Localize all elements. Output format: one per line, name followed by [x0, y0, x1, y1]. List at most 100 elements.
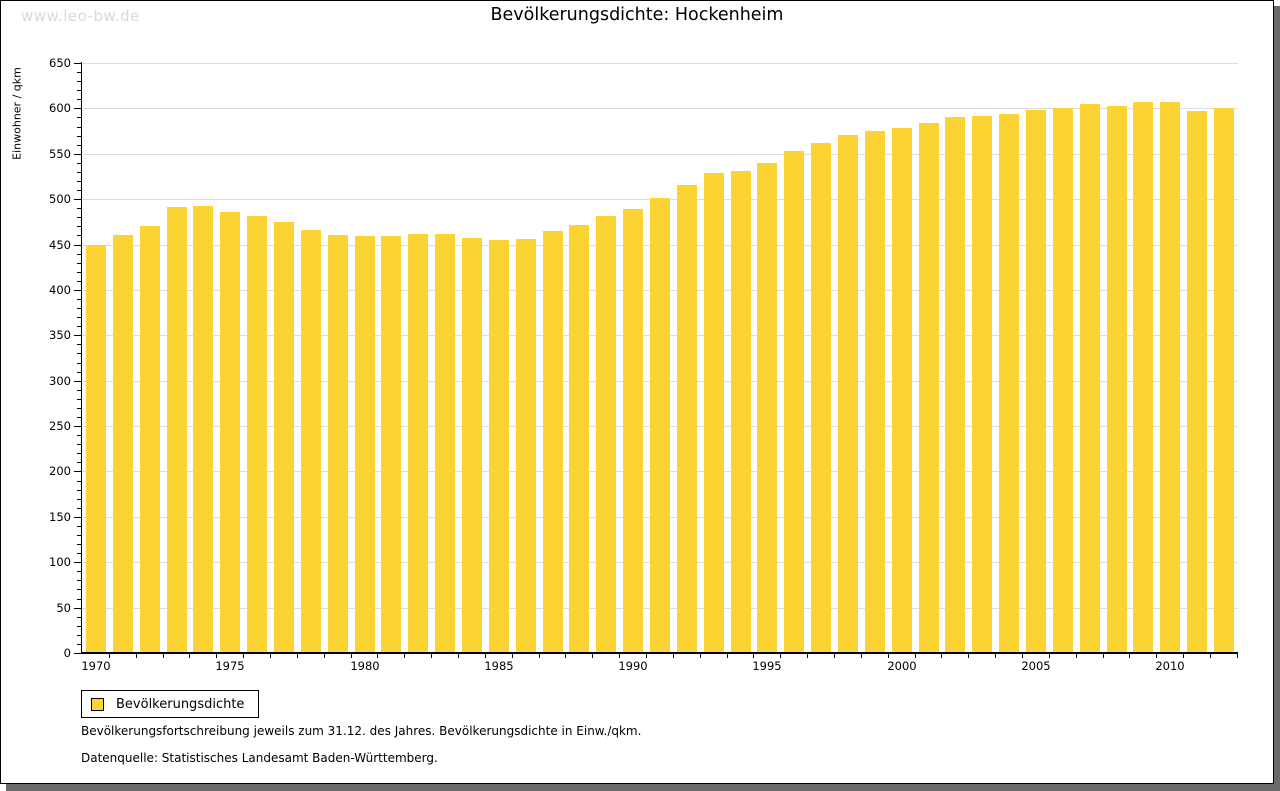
y-axis-title: Einwohner / qkm — [10, 67, 24, 160]
bar — [731, 171, 751, 652]
bar — [167, 207, 187, 652]
x-tick — [780, 654, 781, 658]
grid-line — [82, 63, 1238, 64]
y-tick — [74, 199, 81, 200]
chart-title: Bevölkerungsdichte: Hockenheim — [490, 5, 784, 25]
x-tick — [216, 654, 217, 658]
x-tick — [753, 654, 754, 658]
y-tick — [77, 535, 81, 536]
bar — [677, 185, 697, 652]
bar — [193, 206, 213, 652]
x-tick — [727, 654, 728, 658]
x-tick-label: 2010 — [1155, 659, 1185, 673]
bar — [543, 231, 563, 652]
y-tick-label: 350 — [49, 328, 71, 342]
y-tick — [77, 208, 81, 209]
bar — [1026, 110, 1046, 652]
bar — [462, 238, 482, 652]
x-tick — [512, 654, 513, 658]
x-tick — [1183, 654, 1184, 658]
bar — [247, 216, 267, 652]
y-tick — [77, 317, 81, 318]
bar — [757, 163, 777, 652]
y-tick — [74, 517, 81, 518]
x-tick — [270, 654, 271, 658]
y-tick — [77, 453, 81, 454]
y-tick-label: 400 — [49, 283, 71, 297]
bar — [1160, 102, 1180, 652]
y-tick-label: 650 — [49, 56, 71, 70]
x-tick-label: 1995 — [752, 659, 782, 673]
x-tick — [324, 654, 325, 658]
y-tick-label: 0 — [63, 646, 71, 660]
x-tick — [404, 654, 405, 658]
x-tick — [565, 654, 566, 658]
y-tick-label: 450 — [49, 238, 71, 252]
y-tick — [77, 235, 81, 236]
y-tick — [77, 481, 81, 482]
y-tick — [74, 63, 81, 64]
bar — [1187, 111, 1207, 652]
y-tick — [74, 608, 81, 609]
y-tick — [77, 417, 81, 418]
bar — [945, 117, 965, 652]
y-tick — [74, 653, 81, 654]
bar — [1080, 104, 1100, 652]
x-tick-label: 1975 — [215, 659, 245, 673]
x-tick — [592, 654, 593, 658]
x-tick-label: 1985 — [484, 659, 514, 673]
y-tick — [77, 163, 81, 164]
y-tick — [74, 562, 81, 563]
y-tick — [77, 571, 81, 572]
x-tick — [1210, 654, 1211, 658]
x-tick — [539, 654, 540, 658]
bar — [784, 151, 804, 652]
x-tick — [377, 654, 378, 658]
x-tick — [700, 654, 701, 658]
bar — [355, 236, 375, 652]
bar — [1053, 108, 1073, 652]
x-tick — [1129, 654, 1130, 658]
x-tick-label: 2000 — [887, 659, 917, 673]
x-tick — [163, 654, 164, 658]
bar — [811, 143, 831, 652]
y-tick — [77, 90, 81, 91]
x-tick — [1156, 654, 1157, 658]
y-tick — [77, 308, 81, 309]
y-tick — [77, 263, 81, 264]
x-tick — [1103, 654, 1104, 658]
y-tick — [77, 72, 81, 73]
footnote-source-note: Bevölkerungsfortschreibung jeweils zum 3… — [81, 724, 642, 738]
x-tick — [968, 654, 969, 658]
y-tick-label: 200 — [49, 464, 71, 478]
x-tick — [1022, 654, 1023, 658]
x-tick — [915, 654, 916, 658]
y-tick — [77, 544, 81, 545]
y-tick — [77, 553, 81, 554]
y-tick-label: 50 — [56, 601, 71, 615]
y-tick — [77, 127, 81, 128]
y-tick — [77, 599, 81, 600]
x-tick — [861, 654, 862, 658]
x-tick — [1076, 654, 1077, 658]
x-tick — [673, 654, 674, 658]
bar — [435, 234, 455, 652]
x-tick — [807, 654, 808, 658]
y-tick-label: 500 — [49, 192, 71, 206]
x-tick — [243, 654, 244, 658]
y-tick — [77, 117, 81, 118]
bar — [865, 131, 885, 652]
y-tick-label: 250 — [49, 419, 71, 433]
y-tick — [74, 471, 81, 472]
bar — [113, 235, 133, 652]
x-tick — [888, 654, 889, 658]
y-tick — [74, 154, 81, 155]
x-tick — [995, 654, 996, 658]
bar — [516, 239, 536, 652]
y-tick — [77, 172, 81, 173]
y-tick — [74, 335, 81, 336]
y-tick — [77, 145, 81, 146]
legend-color-swatch — [91, 697, 104, 711]
bar — [972, 116, 992, 652]
y-tick — [77, 580, 81, 581]
